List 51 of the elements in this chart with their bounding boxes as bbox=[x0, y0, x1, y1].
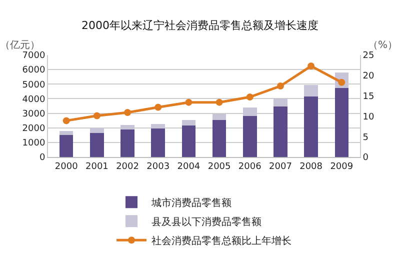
y-tick-label: 1000 bbox=[22, 138, 46, 149]
y-tick-label: 2000 bbox=[22, 124, 46, 134]
bar bbox=[151, 128, 165, 157]
x-tick-label: 2000 bbox=[54, 162, 78, 172]
bar bbox=[59, 130, 74, 136]
legend-label: 社会消费品零售总额比上年增长 bbox=[152, 235, 292, 247]
y2-tick-label: 0 bbox=[362, 153, 369, 164]
bar bbox=[243, 116, 257, 157]
bar bbox=[274, 106, 288, 157]
bar bbox=[182, 120, 196, 126]
point bbox=[62, 117, 70, 124]
point bbox=[154, 104, 162, 111]
x-tick-label: 2002 bbox=[116, 162, 139, 172]
bar bbox=[182, 126, 196, 157]
y-tick-label: 6000 bbox=[22, 66, 46, 76]
legend-label: 城市消费品零售额 bbox=[150, 197, 232, 209]
y2-axis-title: （%） bbox=[368, 40, 398, 51]
x-tick-label: 2005 bbox=[208, 162, 231, 172]
y-tick-label: 0 bbox=[39, 153, 46, 164]
y2-tick-label: 20 bbox=[362, 72, 375, 82]
bar bbox=[212, 120, 226, 157]
x-tick-label: 2009 bbox=[330, 162, 354, 172]
y-tick-label: 4000 bbox=[22, 94, 46, 105]
y-tick-label: 7000 bbox=[22, 51, 46, 62]
point bbox=[185, 98, 192, 106]
bar bbox=[120, 129, 134, 157]
point bbox=[276, 82, 284, 90]
bar bbox=[304, 96, 318, 157]
point bbox=[308, 62, 315, 70]
x-tick-label: 2007 bbox=[269, 162, 292, 172]
bar bbox=[90, 132, 104, 157]
y2-tick-label: 10 bbox=[362, 112, 375, 122]
point bbox=[246, 94, 254, 101]
point bbox=[93, 112, 100, 120]
legend-label: 县及县以下消费品零售额 bbox=[152, 216, 262, 228]
x-tick-label: 2006 bbox=[238, 162, 262, 172]
y2-tick-label: 25 bbox=[362, 51, 374, 62]
x-tick-label: 2003 bbox=[146, 162, 170, 172]
y-tick-label: 3000 bbox=[22, 109, 46, 120]
y-axis-title: （亿元） bbox=[0, 40, 40, 51]
y2-tick-label: 5 bbox=[362, 132, 369, 143]
y2-tick-label: 15 bbox=[362, 92, 374, 102]
bar bbox=[334, 88, 349, 157]
point bbox=[124, 109, 132, 116]
x-tick-label: 2001 bbox=[85, 162, 108, 172]
bar bbox=[59, 135, 74, 157]
chart-title: 2000年以来辽宁社会消费品零售总额及增长速度 bbox=[82, 19, 318, 32]
x-tick-label: 2004 bbox=[177, 162, 200, 172]
x-tick-label: 2008 bbox=[300, 162, 323, 172]
point bbox=[216, 98, 223, 106]
y-tick-label: 5000 bbox=[22, 80, 46, 90]
